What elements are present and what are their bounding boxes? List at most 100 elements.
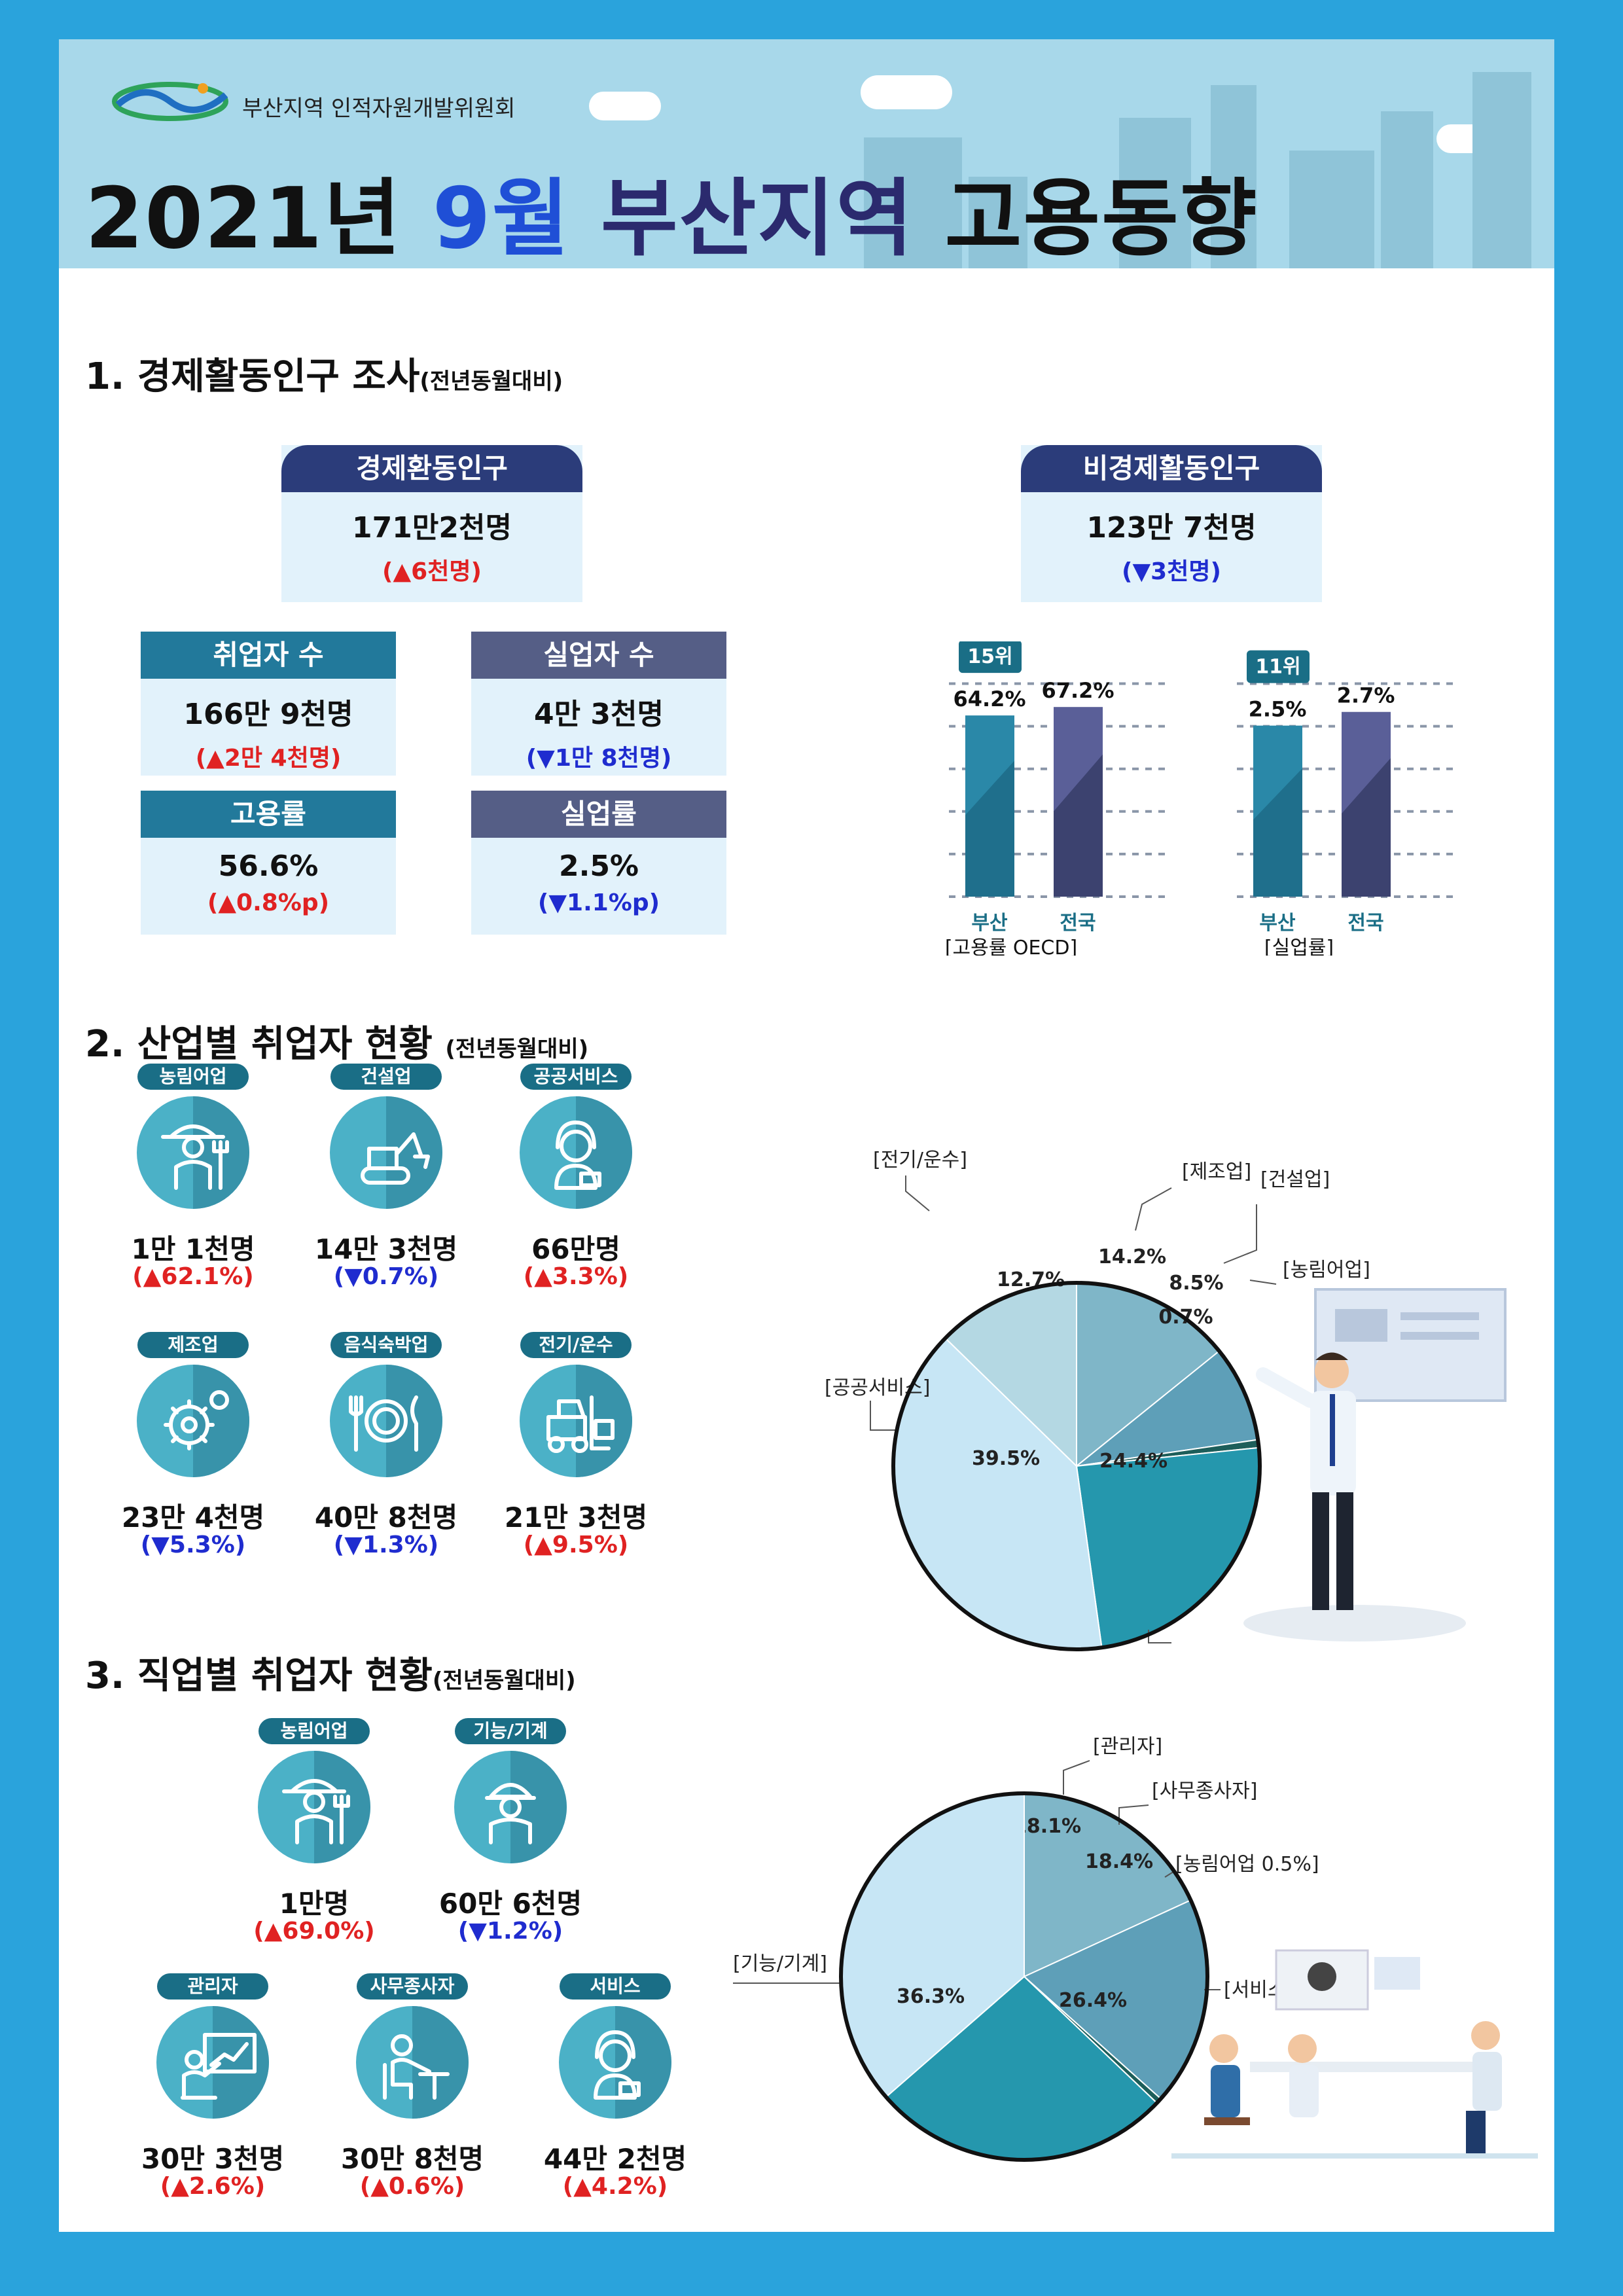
section2-industry-label: 음식숙박업	[330, 1332, 442, 1358]
forklift-icon	[520, 1365, 632, 1477]
section2-industry-value: 21만 3천명	[504, 1501, 648, 1534]
pie-value-label: 24.4%	[1099, 1450, 1168, 1473]
econ-active-label: 경제환동인구	[281, 445, 582, 492]
pie-outline	[839, 1791, 1209, 2162]
leader-line	[1135, 1187, 1172, 1231]
non-econ-active-change: (▼3천명)	[1122, 558, 1221, 585]
section2-industry-label: 농림어업	[137, 1064, 249, 1090]
excavator-icon	[330, 1096, 442, 1209]
section2-industry-value: 40만 8천명	[314, 1501, 458, 1534]
unemp-rate-box: 실업률 2.5% (▼1.1%p)	[471, 791, 726, 935]
section2-industry-change: (▲62.1%)	[132, 1263, 254, 1290]
leader-line	[1249, 1280, 1277, 1285]
section2-industry-value: 14만 3천명	[314, 1233, 458, 1265]
section3-occupation-change: (▲69.0%)	[253, 1918, 375, 1945]
section3-occupation-label: 관리자	[157, 1973, 268, 2000]
employed-value: 166만 9천명	[183, 698, 353, 731]
emp-rate-change: (▲0.8%p)	[207, 889, 330, 916]
section3-occupation-value: 60만 6천명	[438, 1888, 582, 1920]
econ-active-value: 171만2천명	[352, 511, 512, 545]
section2-title: 2. 산업별 취업자 현황 (전년동월대비)	[85, 1014, 588, 1067]
bar-axis-label: [고용률 OECD]	[945, 937, 1077, 956]
unemployed-label: 실업자 수	[471, 632, 726, 679]
emp-rate-box: 고용률 56.6% (▲0.8%p)	[141, 791, 396, 935]
unemp-rate-change: (▼1.1%p)	[537, 889, 660, 916]
section3-occupation-label: 기능/기계	[455, 1718, 566, 1744]
bar-value-label: 2.5%	[1249, 697, 1307, 722]
cloud-decoration	[861, 75, 952, 109]
gear-icon	[137, 1365, 249, 1477]
section3-occupation-value: 30만 8천명	[340, 2143, 484, 2175]
section2-industry-value: 66만명	[531, 1233, 620, 1265]
pie-category-label: [사무종사자]	[1152, 1780, 1257, 1803]
section3-title: 3. 직업별 취업자 현황(전년동월대비)	[85, 1646, 576, 1699]
section2-industry-change: (▲3.3%)	[523, 1263, 629, 1290]
section2-note: (전년동월대비)	[445, 1036, 589, 1062]
bar-category-label: 전국	[1347, 912, 1383, 935]
non-econ-active-box: 비경제활동인구 123만 7천명 (▼3천명)	[1021, 445, 1322, 602]
headset-icon	[559, 2006, 671, 2119]
pie-outline	[891, 1281, 1262, 1651]
unemp-rate-label: 실업률	[471, 791, 726, 838]
title-month: 9월	[432, 170, 601, 268]
section3-title-text: 3. 직업별 취업자 현황	[85, 1655, 433, 1697]
office-worker-icon	[356, 2006, 469, 2119]
section3-occupation-label: 사무종사자	[357, 1973, 468, 2000]
industry-pie-chart: 14.2%[제조업]8.5%[건설업]0.7%[농림어업]24.4%[음식숙박업…	[825, 1149, 1370, 1651]
emp-rate-value: 56.6%	[218, 850, 319, 883]
pie-value-label: 39.5%	[972, 1447, 1040, 1470]
pie-value-label: 8.5%	[1169, 1272, 1223, 1295]
bar-category-label: 전국	[1060, 912, 1096, 935]
bar-category-label: 부산	[1259, 912, 1296, 935]
section2-industry-change: (▲9.5%)	[523, 1532, 629, 1558]
unemp-rate-value: 2.5%	[558, 850, 639, 883]
pie-value-label: 36.3%	[897, 1985, 965, 2008]
bar-value-label: 67.2%	[1041, 678, 1114, 703]
building-decoration	[1119, 118, 1191, 268]
section3-occupation-value: 30만 3천명	[141, 2143, 285, 2175]
employed-change: (▲2만 4천명)	[195, 745, 342, 772]
section3-occupation-label: 농림어업	[259, 1718, 370, 1744]
bar-shade	[1253, 768, 1302, 897]
bar-shade	[965, 761, 1014, 897]
section3-occupation-value: 44만 2천명	[543, 2143, 687, 2175]
meeting-illustration	[1171, 1949, 1538, 2159]
pie-value-label: 18.4%	[1085, 1850, 1153, 1873]
presenter-icon	[156, 2006, 269, 2119]
employment-rate-bar-chart: 64.2% 부산 67.2% 전국 15위 [고용률 OECD]	[945, 641, 1165, 956]
worker-icon	[454, 1751, 567, 1863]
section2-industry-label: 건설업	[330, 1064, 442, 1090]
farmer-icon	[137, 1096, 249, 1209]
pie-category-label: [관리자]	[1093, 1735, 1162, 1758]
building-decoration	[1381, 111, 1433, 268]
bar-value-label: 2.7%	[1337, 683, 1395, 708]
title-year: 2021년	[85, 170, 433, 268]
leader-line	[870, 1401, 895, 1431]
rank-badge	[1247, 650, 1310, 683]
pie-slice	[1075, 1446, 1260, 1649]
section3-occupation-value: 1만명	[279, 1888, 349, 1920]
title-region: 부산지역	[600, 170, 945, 268]
section1-title: 1. 경제활동인구 조사(전년동월대비)	[85, 347, 563, 400]
logo-icon	[112, 82, 228, 121]
header-banner: 부산지역 인적자원개발위원회 2021년 9월 부산지역 고용동향	[59, 39, 1554, 268]
unemployed-change: (▼1만 8천명)	[526, 745, 672, 772]
section2-industry-label: 제조업	[137, 1332, 249, 1358]
building-decoration	[1211, 85, 1257, 268]
section2-industry-change: (▼0.7%)	[333, 1263, 439, 1290]
bar-value-label: 64.2%	[953, 687, 1026, 711]
leader-line	[1063, 1760, 1090, 1795]
leader-line	[905, 1175, 930, 1211]
section2-industry-label: 공공서비스	[520, 1064, 632, 1090]
section3-note: (전년동월대비)	[432, 1668, 576, 1694]
section1-note: (전년동월대비)	[419, 368, 563, 395]
occupation-pie-chart: 18.1%[관리자]18.4%[사무종사자][농림어업 0.5%]26.4% [서…	[733, 1735, 1319, 2162]
section2-industry-value: 1만 1천명	[131, 1233, 255, 1265]
rank-label: 15위	[967, 645, 1012, 668]
section3-occupation-label: 서비스	[560, 1973, 671, 2000]
section2-industry-value: 23만 4천명	[121, 1501, 265, 1534]
bar-axis-label: [실업률]	[1264, 937, 1334, 956]
cloud-decoration	[589, 92, 661, 120]
pie-category-label: [농림어업 0.5%]	[1175, 1853, 1319, 1876]
section3-occupation-change: (▲2.6%)	[160, 2173, 266, 2200]
